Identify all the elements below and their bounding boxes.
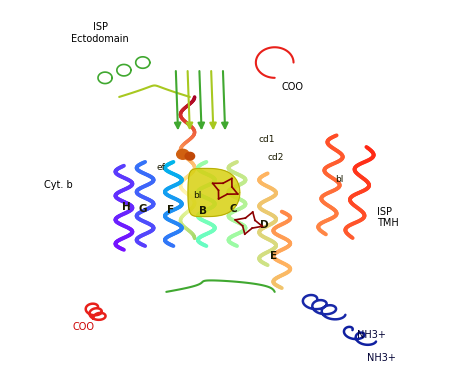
Text: NH3+: NH3+: [357, 330, 386, 340]
Polygon shape: [188, 168, 240, 217]
Text: ef: ef: [157, 163, 166, 172]
Circle shape: [177, 149, 189, 159]
Text: E: E: [270, 251, 277, 261]
Text: F: F: [166, 205, 173, 215]
Text: C: C: [229, 204, 237, 214]
Text: Cyt. b: Cyt. b: [44, 180, 73, 190]
Text: cd1: cd1: [258, 135, 275, 144]
Text: NH3+: NH3+: [366, 353, 395, 363]
Circle shape: [185, 152, 195, 160]
Text: ISP
TMH: ISP TMH: [377, 206, 399, 228]
Text: G: G: [138, 204, 147, 214]
Text: D: D: [260, 220, 269, 230]
Text: H: H: [122, 202, 131, 212]
Text: bl: bl: [193, 191, 201, 200]
Text: cd2: cd2: [268, 153, 284, 162]
Text: B: B: [199, 206, 207, 216]
Text: bl: bl: [335, 175, 343, 184]
Text: COO: COO: [282, 82, 304, 92]
Text: ISP
Ectodomain: ISP Ectodomain: [72, 22, 129, 44]
Text: COO: COO: [73, 322, 95, 332]
